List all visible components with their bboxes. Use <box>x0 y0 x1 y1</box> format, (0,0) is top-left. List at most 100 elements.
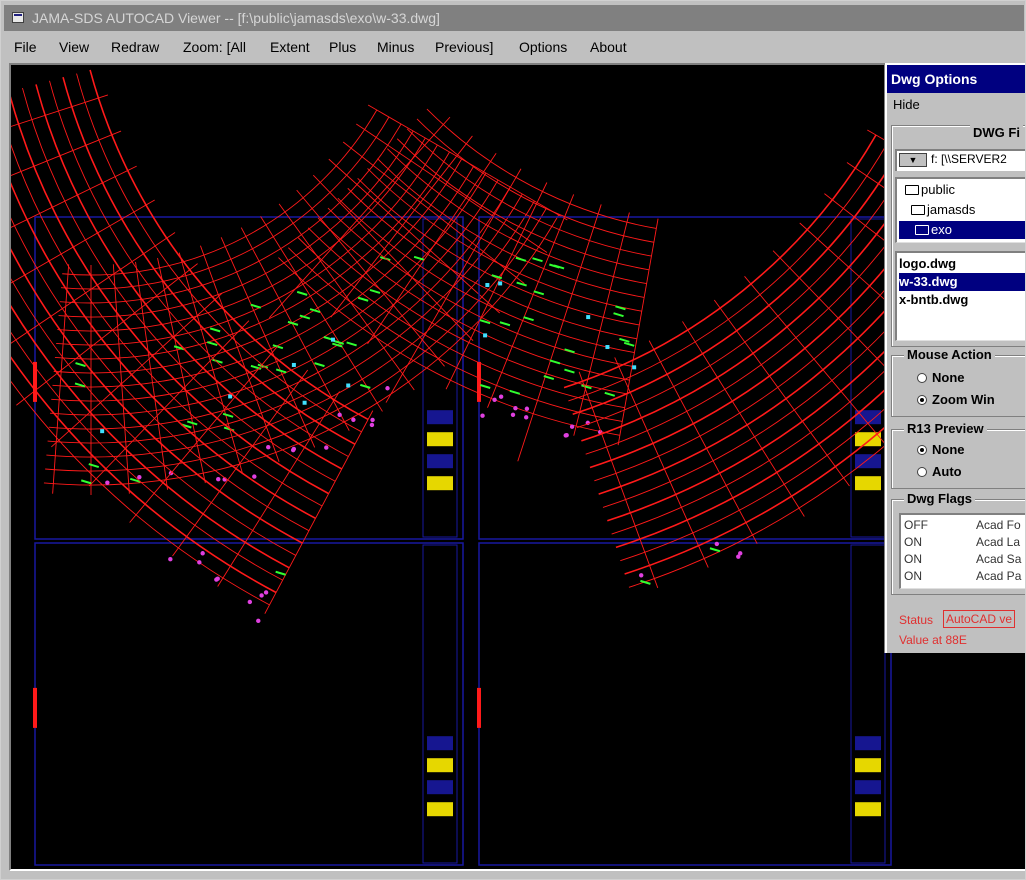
dimension-mark <box>499 321 511 327</box>
menu-redraw[interactable]: Redraw <box>111 39 160 55</box>
folder-item-public[interactable]: public <box>905 181 955 199</box>
dimension-mark <box>222 412 234 418</box>
menu-minus[interactable]: Minus <box>377 39 415 55</box>
floor-arc <box>62 109 378 276</box>
radio-mouse-zoom-win[interactable]: Zoom Win <box>917 391 995 409</box>
radio-r13-none[interactable]: None <box>917 441 965 459</box>
dimension-mark <box>296 290 308 296</box>
dimension-mark <box>479 319 491 325</box>
title-block-logo <box>855 410 881 425</box>
column-marker <box>564 432 569 438</box>
radial-grid-line <box>11 165 137 228</box>
title-bar[interactable]: JAMA-SDS AUTOCAD Viewer -- [f:\public\ja… <box>4 5 1024 31</box>
menu-view[interactable]: View <box>59 39 90 55</box>
dimension-mark <box>250 303 262 309</box>
floor-arc <box>46 200 535 458</box>
chevron-down-icon[interactable]: ▼ <box>899 153 927 167</box>
drawing-canvas[interactable] <box>9 63 1025 871</box>
tag-marker <box>586 315 591 320</box>
radial-grid-line <box>342 141 525 284</box>
radio-button-icon[interactable] <box>917 373 927 383</box>
file-item[interactable]: x-bntb.dwg <box>899 292 969 307</box>
radial-grid-line <box>367 152 497 345</box>
folder-open-icon <box>911 205 925 215</box>
folder-item-exo[interactable]: exo <box>899 221 1025 239</box>
drive-select[interactable]: ▼ f: [\\SERVER2 <box>895 149 1025 171</box>
file-list[interactable]: logo.dwg w-33.dwg x-bntb.dwg <box>895 251 1025 341</box>
radial-grid-line <box>312 174 474 341</box>
radio-button-checked-icon[interactable] <box>917 445 927 455</box>
dwg-options-title[interactable]: Dwg Options <box>887 65 1025 93</box>
folder-item-jamasds[interactable]: jamasds <box>911 201 975 219</box>
mouse-action-group: Mouse Action <box>891 347 1025 417</box>
dimension-mark <box>581 384 592 390</box>
floor-arc <box>45 207 547 472</box>
floor-arc <box>59 123 402 304</box>
floor-arc <box>89 69 369 421</box>
dimension-mark <box>181 423 192 429</box>
menu-about[interactable]: About <box>590 39 627 55</box>
menu-previous[interactable]: Previous] <box>435 39 494 55</box>
column-marker <box>214 577 219 582</box>
column-marker <box>524 406 530 411</box>
title-block-logo <box>855 802 881 817</box>
dimension-mark <box>615 305 626 311</box>
menu-options[interactable]: Options <box>519 39 568 55</box>
radial-grid-line <box>11 232 176 344</box>
radial-grid-line <box>713 299 850 487</box>
radio-r13-auto[interactable]: Auto <box>917 463 962 481</box>
dwg-files-label: DWG Fi <box>970 125 1023 140</box>
dimension-mark <box>413 255 425 261</box>
radial-grid-line <box>385 168 522 403</box>
r13-preview-group: R13 Preview <box>891 421 1025 489</box>
radio-button-icon[interactable] <box>917 467 927 477</box>
dimension-mark <box>74 382 86 388</box>
dimension-mark <box>332 342 343 348</box>
menu-file[interactable]: File <box>14 39 37 55</box>
folder-icon <box>905 185 919 195</box>
floor-arc <box>11 380 270 606</box>
radial-grid-line <box>51 292 223 448</box>
app-icon[interactable] <box>12 12 24 23</box>
file-item[interactable]: logo.dwg <box>899 256 957 271</box>
radial-grid-line <box>330 135 473 318</box>
sheet-marker <box>477 687 481 728</box>
column-marker <box>256 618 261 624</box>
file-item-selected[interactable]: w-33.dwg <box>899 273 1025 291</box>
value-readout: Value at 88E <box>899 633 967 647</box>
folder-list[interactable]: public jamasds exo <box>895 177 1025 243</box>
dimension-mark <box>287 320 299 326</box>
dimension-mark <box>272 344 284 350</box>
floor-arc <box>49 80 349 457</box>
menu-plus[interactable]: Plus <box>329 39 357 55</box>
column-marker <box>569 424 575 429</box>
radial-grid-line <box>16 263 198 406</box>
radial-grid-line <box>264 410 374 614</box>
hide-menu-item[interactable]: Hide <box>893 97 920 112</box>
tag-marker <box>330 337 335 342</box>
radial-grid-line <box>648 340 758 544</box>
floor-arc <box>563 134 877 389</box>
radio-mouse-none[interactable]: None <box>917 369 965 387</box>
dimension-mark <box>275 368 287 374</box>
dimension-mark <box>75 362 86 368</box>
menu-zoom-all[interactable]: Zoom: [All <box>183 39 247 55</box>
sheet-marker <box>33 687 37 728</box>
column-marker <box>351 417 356 422</box>
drive-value: f: [\\SERVER2 <box>931 152 1007 166</box>
radial-grid-line <box>172 369 309 557</box>
radial-grid-line <box>11 130 122 176</box>
dwg-flags-list[interactable]: OFF Acad Fo ON Acad La ON Acad Sa ON Acad Pa <box>899 513 1025 589</box>
column-marker <box>324 445 329 450</box>
dimension-mark <box>623 341 635 347</box>
menu-extent[interactable]: Extent <box>270 39 310 55</box>
floor-arc <box>357 178 640 326</box>
radial-grid-line <box>578 371 659 589</box>
dimension-mark <box>186 420 198 426</box>
radial-grid-line <box>328 158 501 314</box>
floor-arc <box>76 73 362 433</box>
cad-drawing[interactable] <box>11 65 1025 871</box>
dimension-mark <box>604 391 616 397</box>
radio-button-checked-icon[interactable] <box>917 395 927 405</box>
status-value-field[interactable]: AutoCAD ve <box>943 610 1016 628</box>
